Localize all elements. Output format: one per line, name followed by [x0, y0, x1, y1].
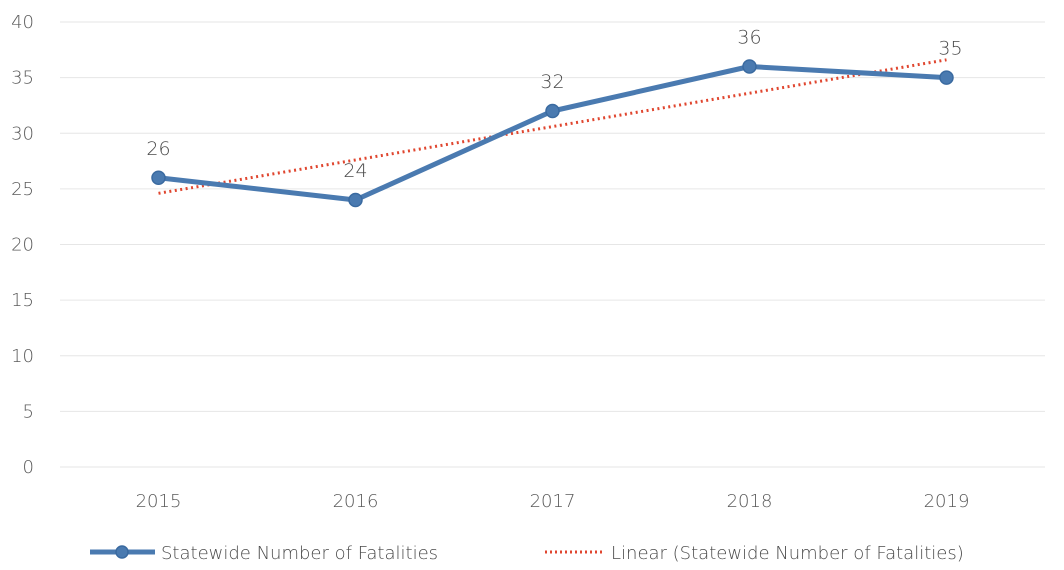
data-point: [151, 170, 166, 185]
legend-series-marker: [115, 545, 129, 559]
data-label: 26: [146, 138, 170, 160]
y-tick-label: 40: [11, 12, 34, 33]
gridlines: [60, 21, 1045, 468]
x-tick-label: 2016: [333, 491, 379, 512]
x-tick-label: 2019: [924, 491, 970, 512]
y-tick-label: 35: [11, 68, 34, 89]
legend-series-label: Statewide Number of Fatalities: [161, 543, 438, 564]
data-label: 36: [737, 27, 761, 49]
legend: Statewide Number of Fatalities Linear (S…: [90, 543, 964, 564]
data-point: [939, 70, 954, 85]
y-tick-label: 0: [23, 457, 34, 478]
data-label: 35: [938, 38, 962, 60]
data-point: [742, 59, 757, 74]
x-tick-label: 2017: [530, 491, 576, 512]
y-tick-label: 30: [11, 123, 34, 144]
y-tick-label: 25: [11, 179, 34, 200]
data-labels: 26 24 32 36 35: [146, 27, 962, 183]
trendline-line: [158, 58, 947, 195]
y-axis-ticks: 0 5 10 15 20 25 30 35 40: [11, 12, 34, 478]
y-tick-label: 20: [11, 235, 34, 256]
y-tick-label: 5: [23, 401, 34, 422]
legend-trendline-label: Linear (Statewide Number of Fatalities): [611, 543, 964, 564]
data-point: [545, 103, 560, 119]
x-tick-label: 2015: [136, 491, 182, 512]
x-axis-ticks: 2015 2016 2017 2018 2019: [136, 491, 970, 512]
data-label: 24: [343, 160, 367, 182]
y-tick-label: 10: [11, 346, 34, 367]
data-point: [348, 192, 363, 208]
trendline: [158, 58, 947, 195]
data-label: 32: [540, 71, 564, 93]
y-tick-label: 15: [11, 290, 34, 311]
series: [151, 59, 954, 208]
x-tick-label: 2018: [727, 491, 773, 512]
